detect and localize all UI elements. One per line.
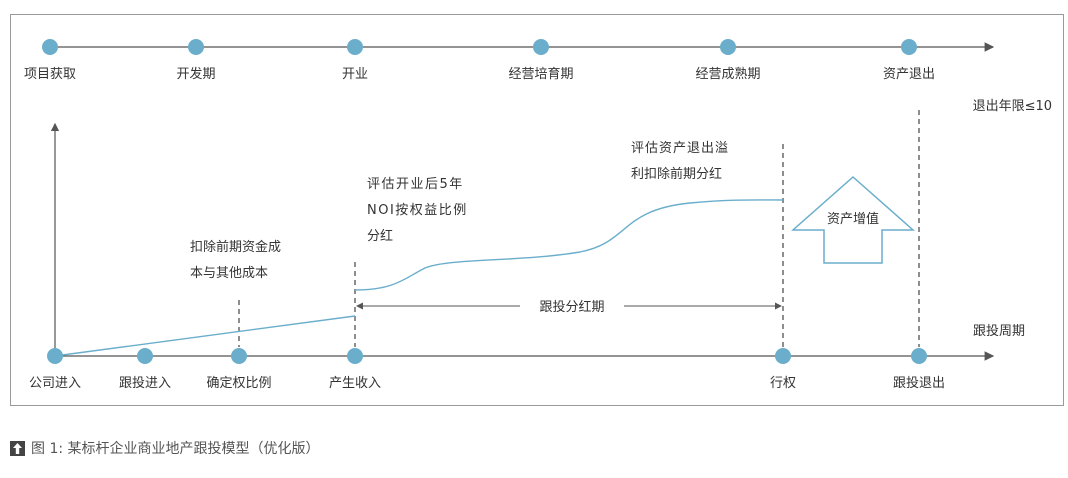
diagram-frame (10, 14, 1064, 406)
note-deduct-costs-line2: 本与其他成本 (190, 266, 268, 281)
cost-growth-line (54, 315, 356, 357)
top-timeline-dots (42, 39, 917, 55)
stage-label-exit: 资产退出 (883, 67, 935, 82)
diagram-canvas: 项目获取 开发期 开业 经营培育期 经营成熟期 资产退出 退出年限≤10 跟投周… (24, 39, 1052, 391)
top-timeline-labels: 项目获取 开发期 开业 经营培育期 经营成熟期 资产退出 (24, 66, 935, 82)
point-label-company-entry: 公司进入 (29, 376, 81, 391)
note-assess-exit-line1: 评估资产退出溢 (631, 141, 729, 156)
stage-label-development: 开发期 (176, 66, 215, 82)
appreciation-arrow-shape (791, 175, 915, 264)
note-assess-noi-line2: NOI按权益比例 (367, 202, 468, 218)
bottom-point-dot (47, 348, 63, 364)
point-label-follow-exit: 跟投退出 (893, 375, 945, 391)
point-label-ratio: 确定权比例 (206, 375, 271, 391)
follow-cycle-label: 跟投周期 (973, 323, 1025, 339)
top-stage-dot (533, 39, 549, 55)
stage-label-cultivation: 经营培育期 (508, 66, 573, 82)
point-label-follow-entry: 跟投进入 (119, 375, 171, 391)
top-stage-dot (42, 39, 58, 55)
bottom-point-dot (775, 348, 791, 364)
top-stage-dot (901, 39, 917, 55)
top-stage-dot (347, 39, 363, 55)
bottom-point-dot (347, 348, 363, 364)
note-assess-noi-line3: 分红 (367, 228, 393, 244)
dividend-period-label: 跟投分红期 (539, 299, 604, 315)
top-stage-dot (720, 39, 736, 55)
bottom-point-dot (231, 348, 247, 364)
note-assess-exit-line2: 利扣除前期分红 (631, 166, 722, 182)
caption-text: 图 1: 某标杆企业商业地产跟投模型（优化版） (31, 441, 320, 457)
top-stage-dot (188, 39, 204, 55)
bottom-timeline-dots (47, 348, 927, 364)
exit-limit-label: 退出年限≤10 (973, 99, 1052, 114)
value-growth-curve (354, 199, 784, 291)
appreciation-label: 资产增值 (827, 211, 879, 227)
figure-caption: 图 1: 某标杆企业商业地产跟投模型（优化版） (10, 438, 320, 458)
point-label-income: 产生收入 (329, 376, 381, 391)
dividend-period-label-bg (520, 295, 624, 317)
stage-label-mature: 经营成熟期 (695, 66, 760, 82)
stage-label-opening: 开业 (342, 67, 368, 82)
bottom-timeline-labels: 公司进入 跟投进入 确定权比例 产生收入 行权 跟投退出 (29, 375, 945, 391)
up-arrow-icon (10, 440, 25, 456)
point-label-exercise: 行权 (770, 375, 796, 391)
note-assess-noi-line1: 评估开业后5年 (367, 177, 464, 192)
stage-label-acquisition: 项目获取 (24, 67, 76, 82)
bottom-point-dot (137, 348, 153, 364)
bottom-point-dot (911, 348, 927, 364)
note-deduct-costs-line1: 扣除前期资金成 (190, 239, 281, 255)
